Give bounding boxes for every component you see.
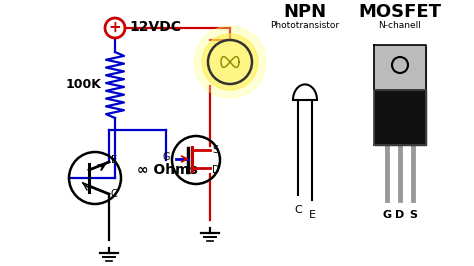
Text: 100K: 100K [65, 78, 101, 92]
Text: G: G [383, 210, 392, 220]
Bar [374, 90, 426, 145]
Text: N-chanell: N-chanell [379, 22, 421, 31]
Text: 12VDC: 12VDC [129, 20, 181, 34]
Text: S: S [212, 145, 218, 155]
Text: G: G [163, 152, 170, 162]
Text: MOSFET: MOSFET [358, 3, 441, 21]
Circle shape [202, 34, 258, 90]
Bar [374, 45, 426, 90]
Circle shape [194, 26, 266, 98]
Text: D: D [395, 210, 405, 220]
Text: E: E [111, 155, 117, 165]
Text: D: D [212, 165, 219, 175]
Text: +: + [109, 20, 121, 35]
Text: Phototransistor: Phototransistor [271, 22, 339, 31]
Text: S: S [409, 210, 417, 220]
Text: C: C [111, 189, 118, 199]
Text: C: C [294, 205, 302, 215]
Text: ∞ Ohms: ∞ Ohms [137, 163, 198, 177]
Text: NPN: NPN [283, 3, 327, 21]
Text: E: E [309, 210, 316, 220]
